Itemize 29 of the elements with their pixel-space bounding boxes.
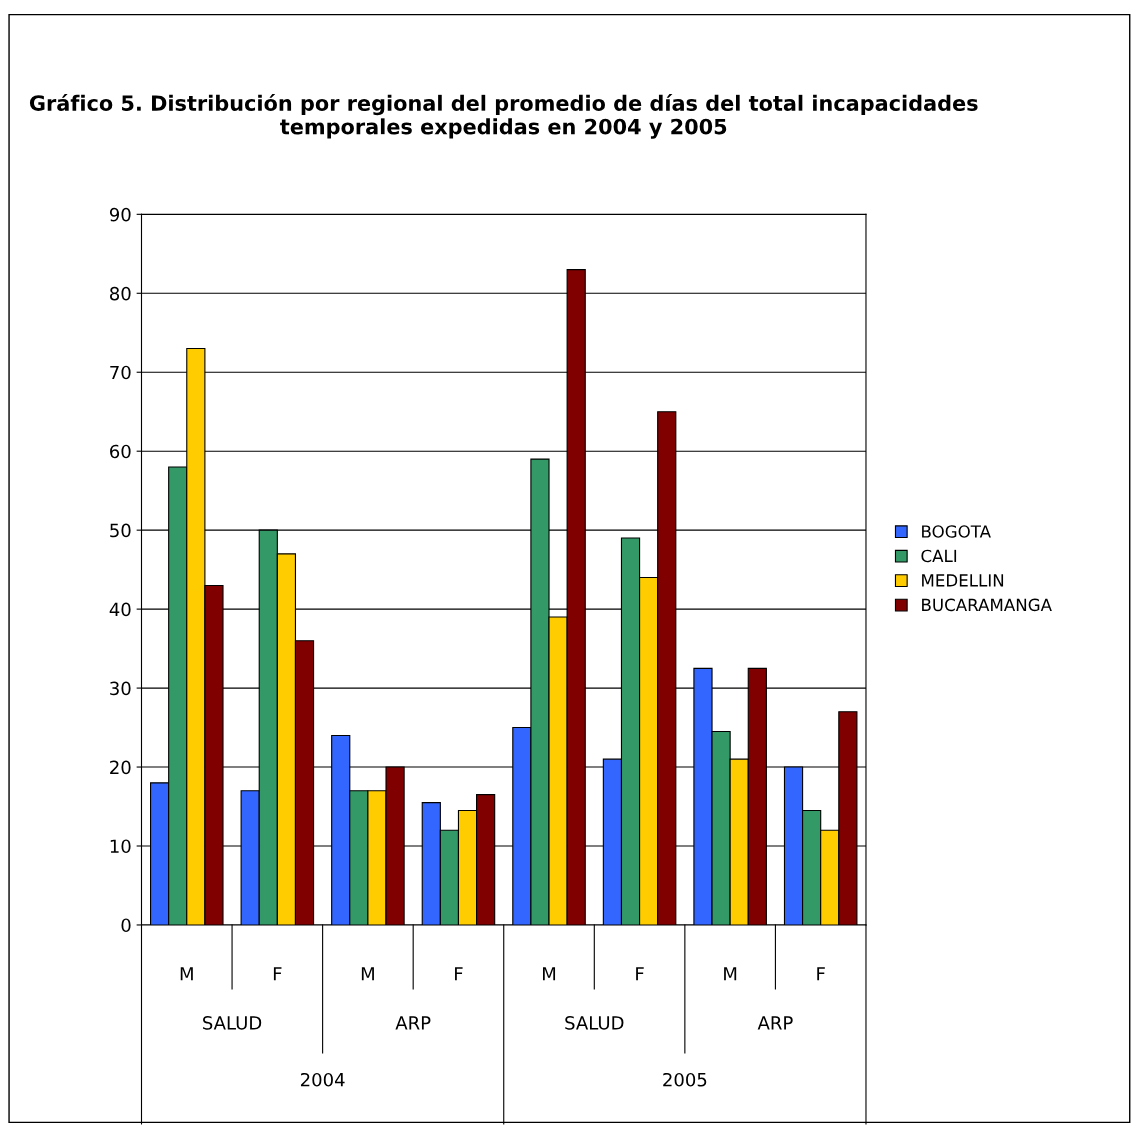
y-tick-label: 50 [110,523,131,538]
x-tick-label: M [361,967,374,981]
x-tick-label: M [180,967,193,981]
x-tick-label: F [273,967,282,981]
y-tick-label: 80 [110,286,131,301]
text: 2004 [300,1072,345,1087]
x-tick-label: M [543,967,556,981]
y-tick-label: 60 [110,444,131,459]
y-tick-label: 90 [109,207,131,222]
text: ARP [395,1016,431,1030]
y-tick-label: 20 [110,760,131,775]
y-tick-label: 0 [121,918,131,933]
y-tick-label: 70 [110,365,131,380]
text: SALUD [203,1016,262,1030]
legend-label: CALI [921,549,957,563]
text: ARP [757,1016,793,1030]
y-tick-label: 30 [110,681,131,696]
legend-label: BOGOTA [922,525,991,538]
text: 2005 [663,1072,707,1087]
legend-label: MEDELLIN [922,574,1004,587]
x-tick-label: F [636,967,644,981]
x-tick-label: F [455,967,463,981]
legend-label: BUCARAMANGA [922,598,1052,612]
x-tick-label: M [724,967,737,981]
chart-title: Gráfico 5. Distribución por regional del promedio de días del total incapacidades temporales expedidas en 2004 y 2005 [29,94,978,139]
x-tick-label: F [817,967,825,981]
text: SALUD [565,1016,624,1030]
y-tick-label: 10 [110,839,131,854]
y-tick-label: 40 [109,602,131,617]
